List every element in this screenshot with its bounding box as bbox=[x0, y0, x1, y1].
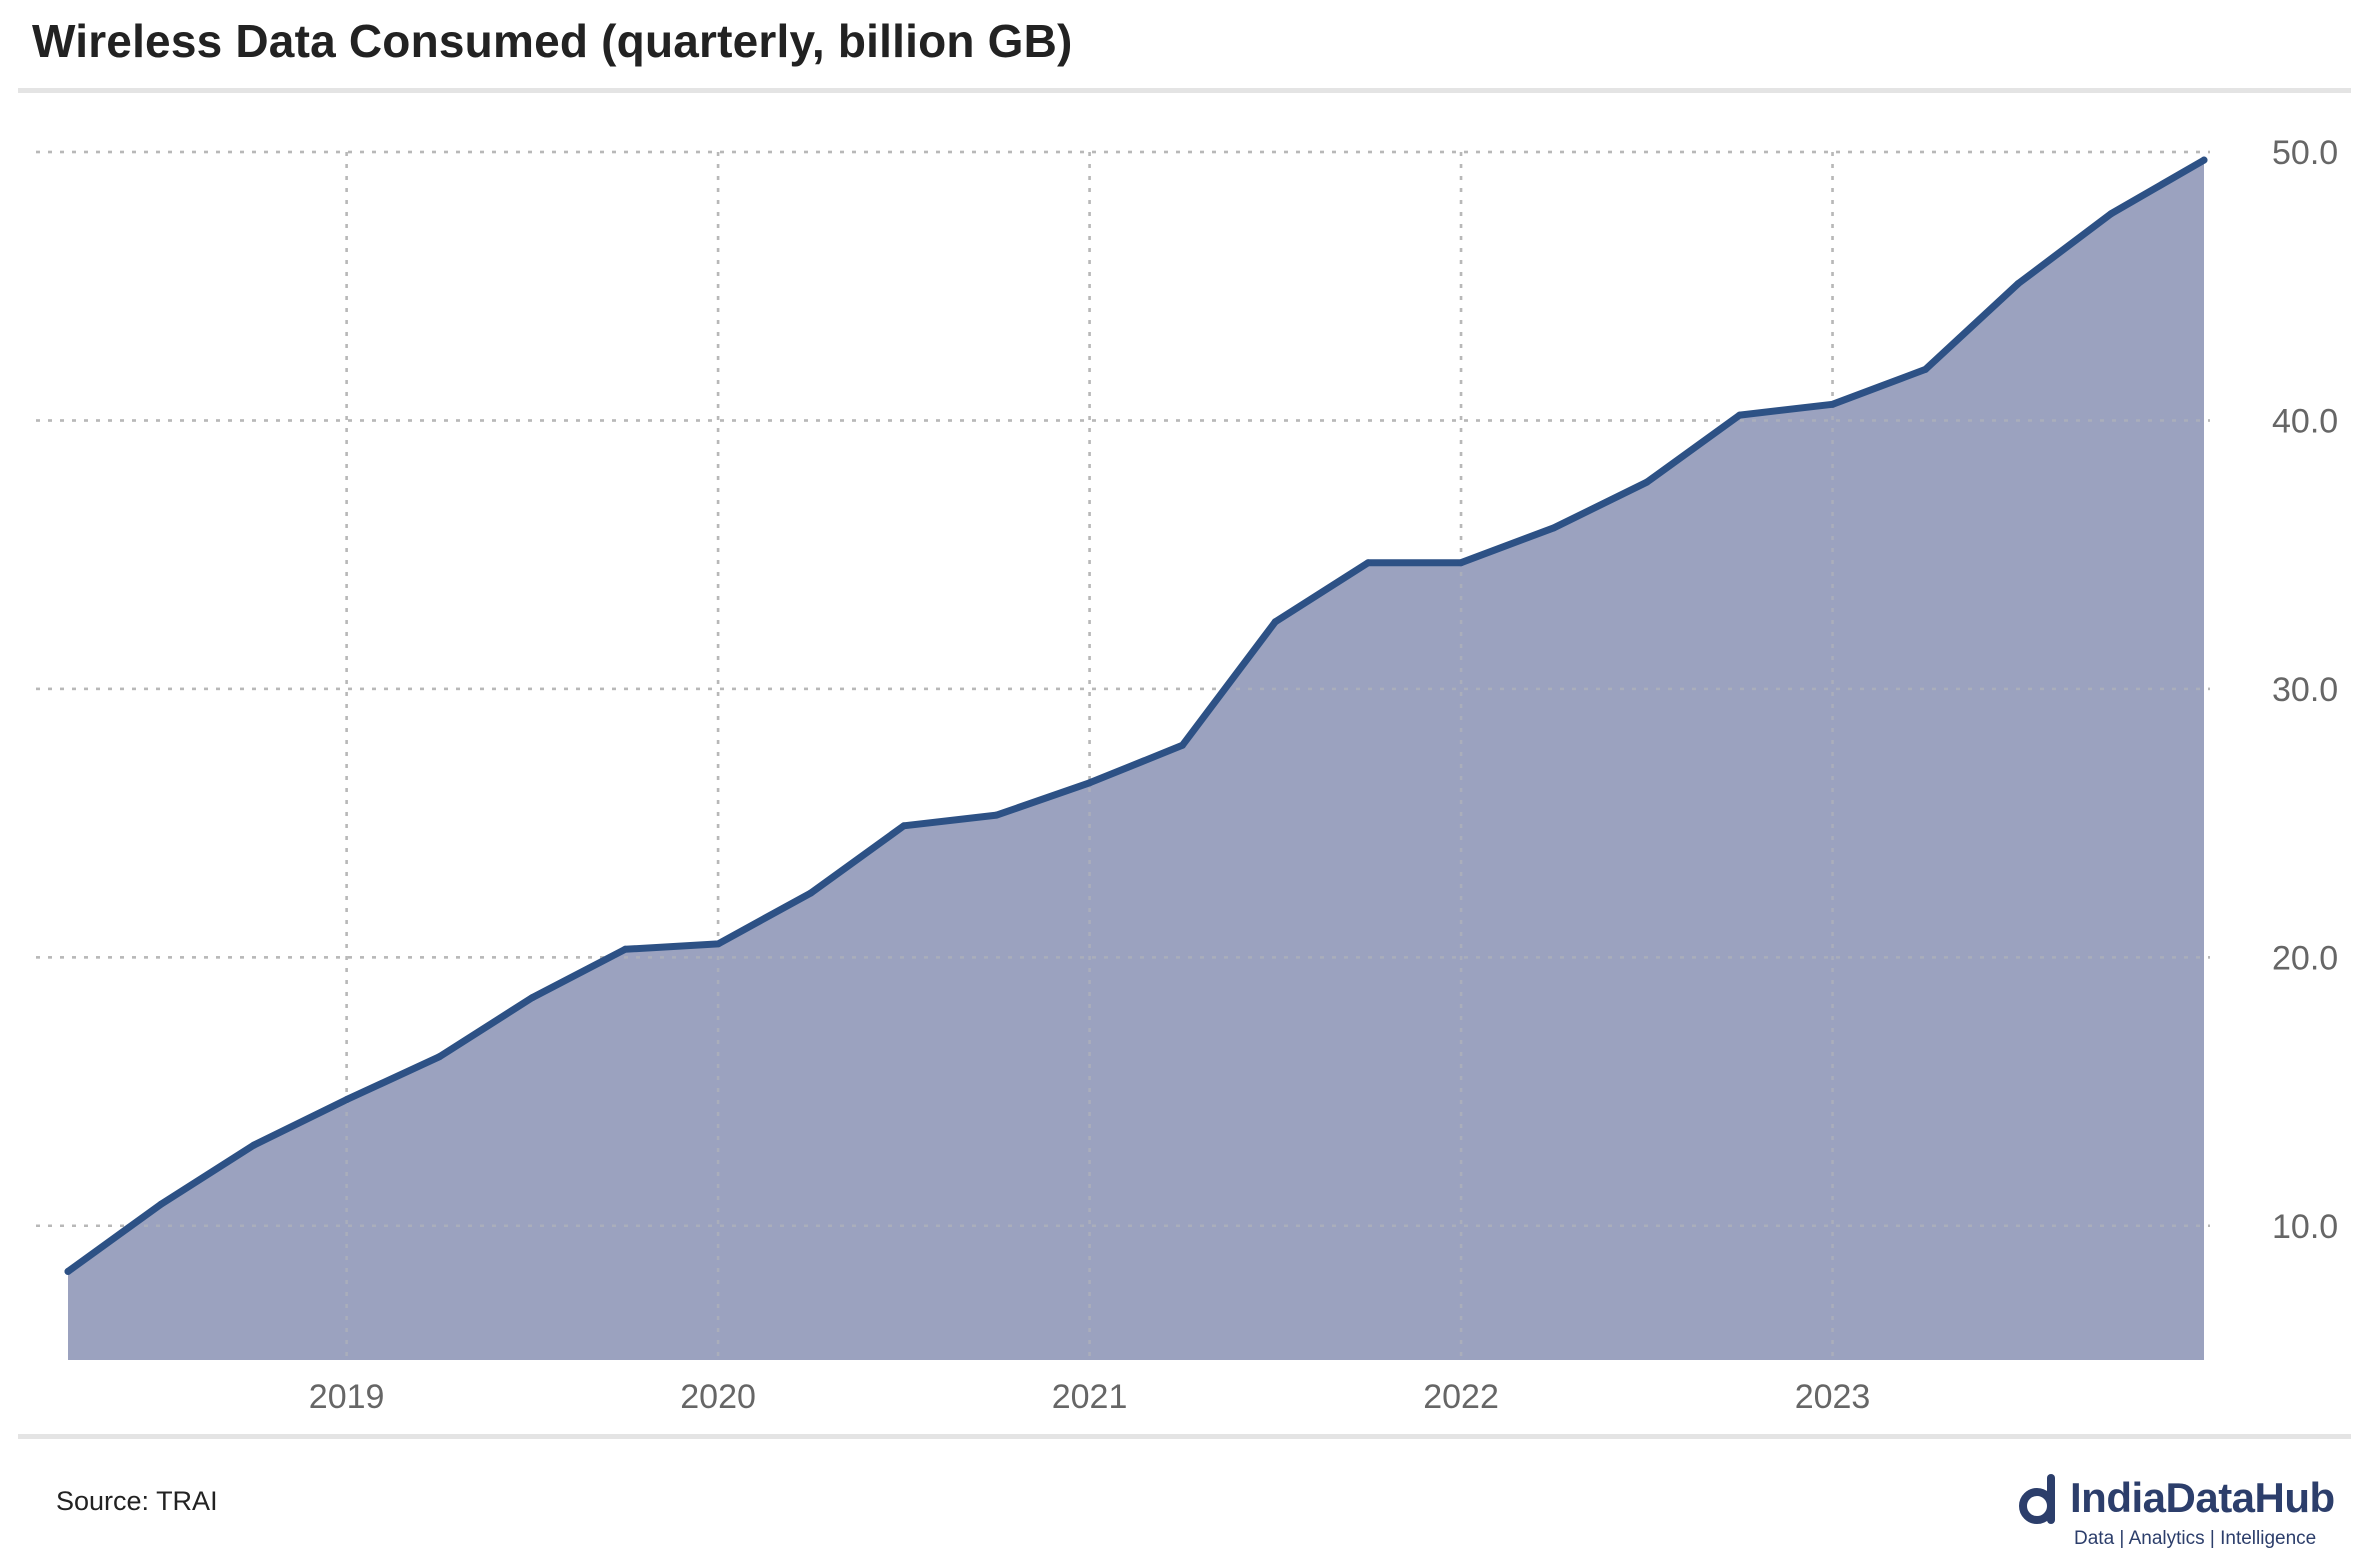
brand-logo: IndiaDataHub Data | Analytics | Intellig… bbox=[2018, 1468, 2348, 1558]
x-tick-label: 2021 bbox=[1052, 1378, 1128, 1416]
x-axis-ticks: 2019 2020 2021 2022 2023 bbox=[309, 1378, 1871, 1416]
data-point bbox=[1364, 559, 1372, 567]
data-point bbox=[2107, 210, 2115, 218]
data-point bbox=[900, 822, 908, 830]
y-tick-label: 30.0 bbox=[2272, 671, 2338, 709]
data-point bbox=[1271, 618, 1279, 626]
data-point bbox=[1457, 559, 1465, 567]
x-tick-label: 2020 bbox=[680, 1378, 756, 1416]
title-divider bbox=[18, 88, 2351, 93]
y-tick-label: 10.0 bbox=[2272, 1208, 2338, 1246]
data-point bbox=[993, 811, 1001, 819]
data-point bbox=[528, 994, 536, 1002]
y-axis-ticks: 10.0 20.0 30.0 40.0 50.0 bbox=[2272, 134, 2338, 1246]
x-tick-label: 2023 bbox=[1795, 1378, 1871, 1416]
data-point bbox=[1086, 779, 1094, 787]
data-point bbox=[343, 1096, 351, 1104]
data-point bbox=[250, 1141, 258, 1149]
data-point bbox=[157, 1200, 165, 1208]
data-point bbox=[435, 1053, 443, 1061]
source-note: Source: TRAI bbox=[56, 1486, 218, 1516]
data-point bbox=[2014, 280, 2022, 288]
logo-name: IndiaDataHub bbox=[2070, 1474, 2335, 1521]
y-tick-label: 20.0 bbox=[2272, 939, 2338, 977]
series-line bbox=[64, 156, 2208, 1275]
data-point bbox=[1178, 741, 1186, 749]
data-point bbox=[1829, 400, 1837, 408]
data-point bbox=[1643, 478, 1651, 486]
data-point bbox=[714, 940, 722, 948]
data-point bbox=[1550, 524, 1558, 532]
y-tick-label: 40.0 bbox=[2272, 402, 2338, 440]
y-tick-label: 50.0 bbox=[2272, 134, 2338, 172]
data-points bbox=[64, 156, 2208, 1275]
data-point bbox=[2200, 156, 2208, 164]
data-point bbox=[807, 889, 815, 897]
data-point bbox=[1921, 365, 1929, 373]
x-tick-label: 2022 bbox=[1423, 1378, 1499, 1416]
x-tick-label: 2019 bbox=[309, 1378, 385, 1416]
logo-tagline: Data | Analytics | Intelligence bbox=[2074, 1528, 2317, 1549]
footer-divider bbox=[18, 1434, 2351, 1439]
logo-mark-icon bbox=[2019, 1474, 2055, 1524]
data-point bbox=[64, 1267, 72, 1275]
data-point bbox=[1736, 411, 1744, 419]
grid-overlay bbox=[36, 150, 2210, 1360]
chart-title: Wireless Data Consumed (quarterly, billi… bbox=[32, 15, 1073, 67]
area-fill bbox=[68, 160, 2204, 1361]
data-point bbox=[621, 945, 629, 953]
